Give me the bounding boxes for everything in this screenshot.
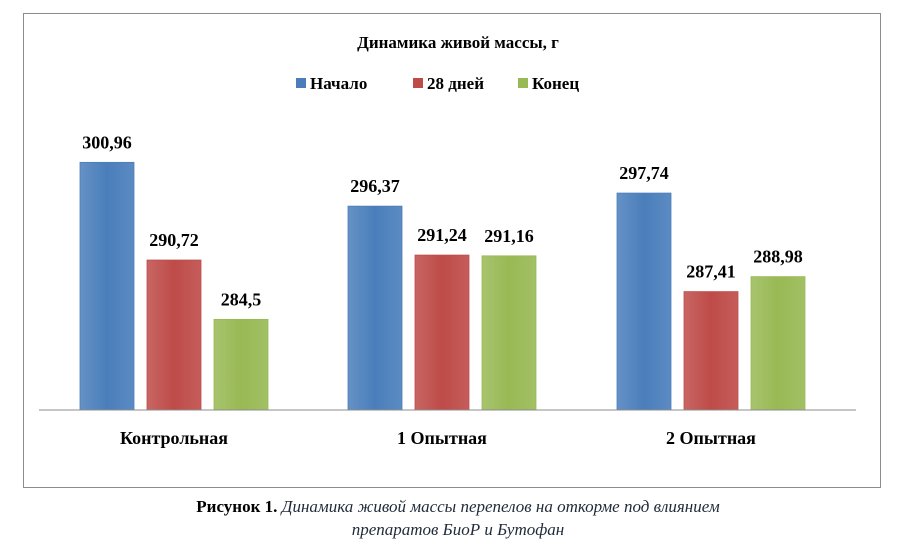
caption-label: Рисунок 1.: [196, 497, 278, 516]
bar-2-2: [750, 276, 806, 411]
bar-0-0: [79, 161, 135, 411]
figure-caption-line2: препаратов БиоР и Бутофан: [0, 520, 916, 540]
figure-caption-line1: Рисунок 1. Динамика живой массы перепело…: [0, 497, 916, 517]
category-label-2: 2 Опытная: [666, 428, 756, 448]
legend-swatch-0: [296, 78, 306, 88]
caption-text-2: препаратов БиоР и Бутофан: [351, 520, 565, 539]
caption-text-1: Динамика живой массы перепелов на откорм…: [281, 497, 720, 516]
bar-0-1: [146, 259, 202, 411]
legend-swatch-2: [518, 78, 528, 88]
bar-2-0: [616, 192, 672, 411]
legend-label-0: Начало: [310, 74, 367, 93]
data-label-2-0: 297,74: [619, 163, 669, 183]
data-label-0-2: 284,5: [221, 289, 262, 309]
data-label-1-2: 291,16: [484, 226, 534, 246]
legend-label-2: Конец: [532, 74, 579, 93]
legend-label-1: 28 дней: [427, 74, 484, 93]
chart-frame: [23, 13, 881, 488]
chart-title: Динамика живой массы, г: [357, 33, 559, 52]
bar-1-1: [414, 254, 470, 411]
data-label-1-1: 291,24: [417, 225, 467, 245]
data-label-2-2: 288,98: [753, 247, 803, 267]
bar-0-2: [213, 318, 269, 411]
legend-swatch-1: [413, 78, 423, 88]
category-label-0: Контрольная: [120, 428, 228, 448]
data-label-1-0: 296,37: [350, 176, 400, 196]
data-label-0-0: 300,96: [82, 132, 132, 152]
bar-1-0: [347, 205, 403, 411]
bar-2-1: [683, 291, 739, 411]
bar-1-2: [481, 255, 537, 411]
data-label-0-1: 290,72: [149, 230, 199, 250]
data-label-2-1: 287,41: [686, 262, 736, 282]
category-label-1: 1 Опытная: [397, 428, 487, 448]
